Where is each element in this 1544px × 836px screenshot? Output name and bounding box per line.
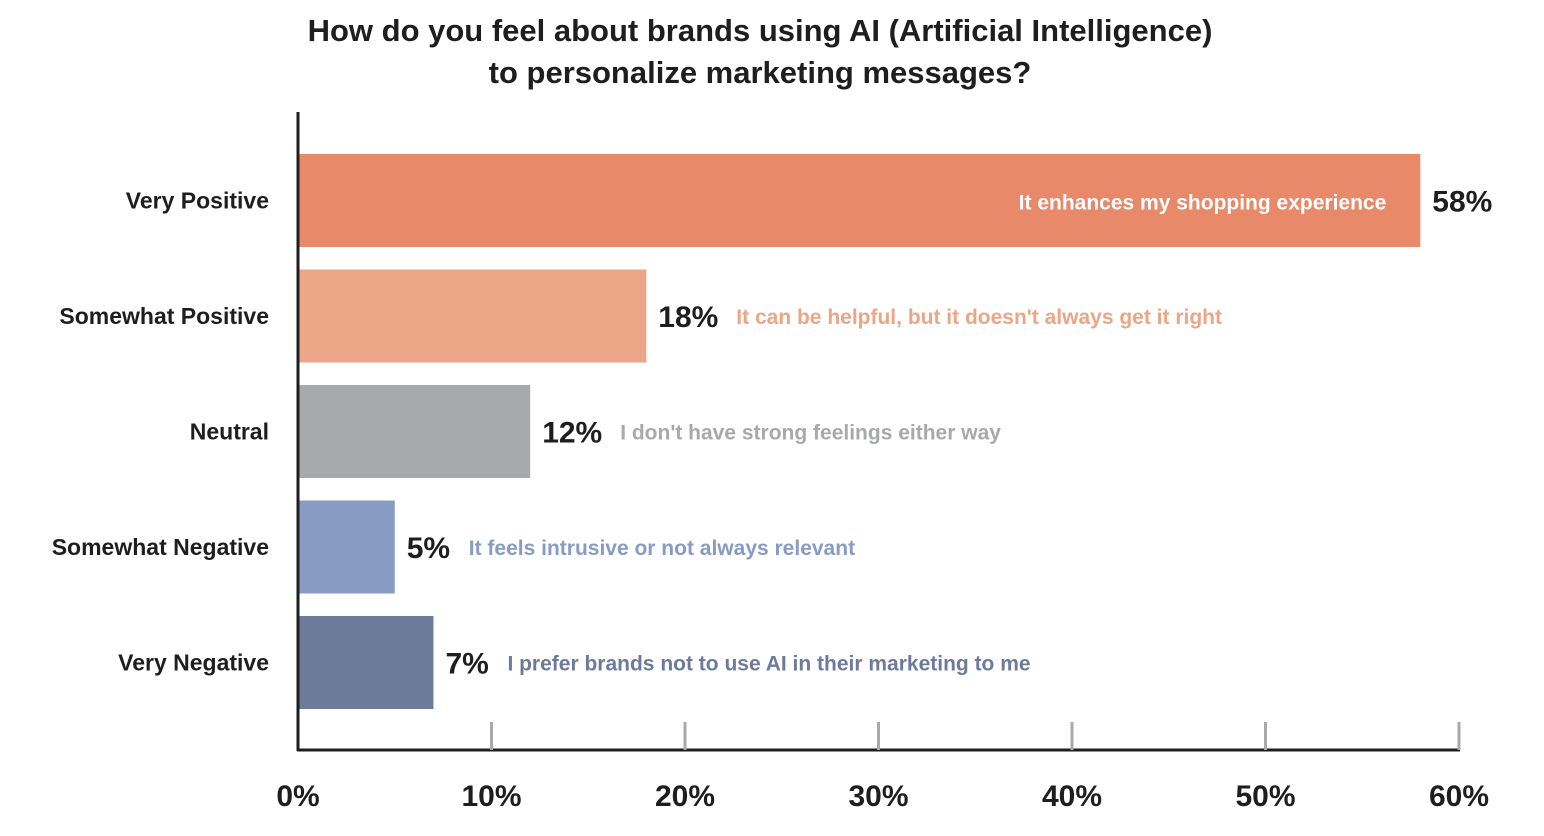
annotation-label: I don't have strong feelings either way bbox=[620, 422, 1001, 445]
bar bbox=[299, 154, 1421, 247]
x-tick-label: 10% bbox=[461, 780, 521, 813]
x-tick-label: 40% bbox=[1042, 780, 1102, 813]
value-label: 12% bbox=[542, 417, 602, 450]
value-label: 5% bbox=[407, 532, 450, 565]
value-label: 7% bbox=[445, 648, 488, 681]
bar bbox=[299, 500, 395, 594]
x-tick-label: 50% bbox=[1235, 780, 1295, 813]
bar bbox=[299, 616, 434, 709]
annotation-label: It can be helpful, but it doesn't always… bbox=[736, 306, 1222, 329]
chart-title-line-1: How do you feel about brands using AI (A… bbox=[307, 13, 1213, 48]
x-tick-label: 20% bbox=[655, 780, 715, 813]
category-label: Neutral bbox=[190, 419, 269, 445]
category-label: Very Negative bbox=[118, 650, 269, 676]
value-label: 18% bbox=[658, 301, 718, 334]
annotation-label: It enhances my shopping experience bbox=[1019, 192, 1387, 215]
x-tick-label: 0% bbox=[276, 780, 319, 813]
chart-title: How do you feel about brands using AI (A… bbox=[0, 10, 1520, 94]
bar bbox=[299, 385, 531, 478]
category-label: Very Positive bbox=[126, 188, 269, 214]
bar bbox=[299, 269, 647, 363]
annotation-label: I prefer brands not to use AI in their m… bbox=[507, 653, 1030, 676]
category-label: Somewhat Positive bbox=[59, 303, 269, 329]
x-tick-label: 30% bbox=[848, 780, 908, 813]
value-label: 58% bbox=[1432, 186, 1492, 219]
annotation-label: It feels intrusive or not always relevan… bbox=[469, 537, 855, 560]
chart-title-line-2: to personalize marketing messages? bbox=[488, 55, 1032, 90]
x-tick-label: 60% bbox=[1429, 780, 1489, 813]
category-label: Somewhat Negative bbox=[52, 534, 269, 560]
